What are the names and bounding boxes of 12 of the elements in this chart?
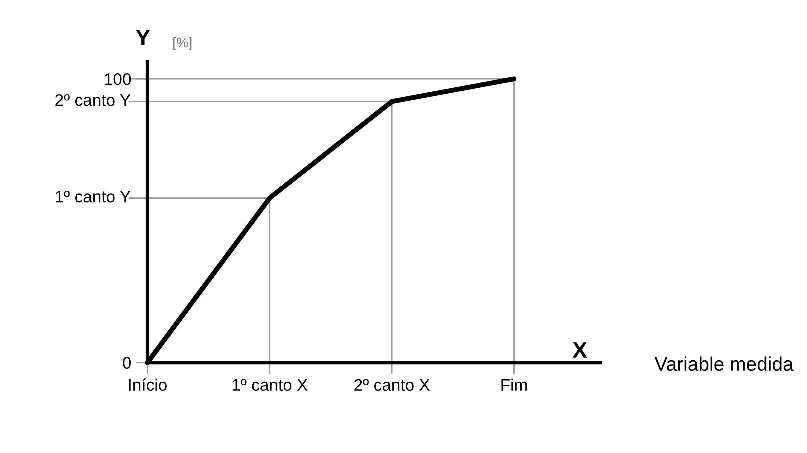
- y-tick-label: 0: [123, 357, 132, 370]
- ref-line-label: 1º canto Y: [56, 190, 131, 203]
- x-tick-label: Início: [129, 378, 167, 392]
- text: Variable medida: [654, 356, 794, 372]
- x-tick-label: 1º canto X: [232, 379, 308, 392]
- text: [%]: [174, 38, 192, 50]
- y-axis-title: Y: [136, 30, 150, 46]
- x-axis-title: X: [572, 342, 588, 358]
- ref-line-label: 2º canto Y: [56, 94, 131, 106]
- x-tick-label: 2º canto X: [354, 379, 430, 392]
- y-tick-label: 100: [105, 73, 132, 86]
- x-tick-label: Fim: [502, 378, 528, 391]
